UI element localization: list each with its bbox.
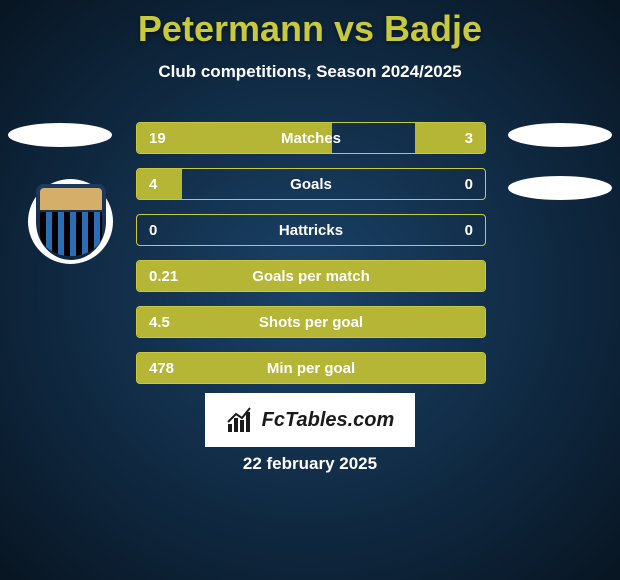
stat-value-right: 0	[465, 222, 473, 239]
stat-row: 0.21Goals per match	[136, 260, 486, 292]
subtitle: Club competitions, Season 2024/2025	[0, 62, 620, 82]
stats-container: 19Matches34Goals00Hattricks00.21Goals pe…	[136, 122, 486, 398]
stat-value-right: 0	[465, 176, 473, 193]
stat-label: Goals	[137, 176, 485, 193]
chart-icon	[226, 406, 254, 434]
stat-row: 4.5Shots per goal	[136, 306, 486, 338]
stat-value-right: 3	[465, 130, 473, 147]
stat-label: Shots per goal	[137, 314, 485, 331]
stat-label: Hattricks	[137, 222, 485, 239]
player-ellipse-left	[8, 123, 112, 147]
stat-row: 4Goals0	[136, 168, 486, 200]
player-ellipse-right-1	[508, 123, 612, 147]
club-badge	[28, 179, 113, 264]
fctables-label: FcTables.com	[262, 409, 395, 432]
date-label: 22 february 2025	[0, 454, 620, 474]
stat-label: Goals per match	[137, 268, 485, 285]
stat-row: 19Matches3	[136, 122, 486, 154]
stat-label: Min per goal	[137, 360, 485, 377]
fctables-logo[interactable]: FcTables.com	[205, 393, 415, 447]
player-ellipse-right-2	[508, 176, 612, 200]
stat-row: 478Min per goal	[136, 352, 486, 384]
stat-row: 0Hattricks0	[136, 214, 486, 246]
stat-label: Matches	[137, 130, 485, 147]
page-title: Petermann vs Badje	[0, 0, 620, 50]
